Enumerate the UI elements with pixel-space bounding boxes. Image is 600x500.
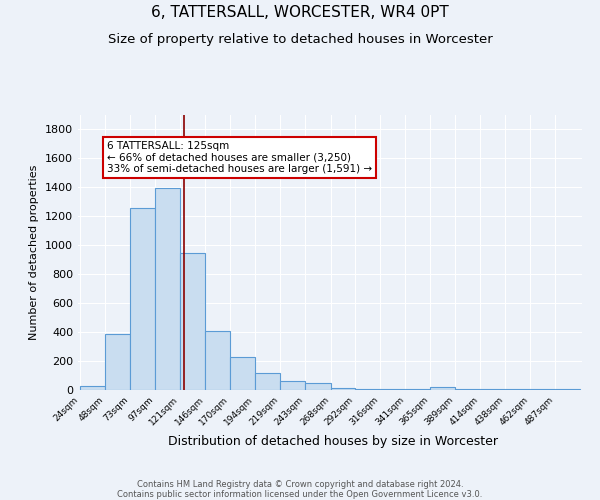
Text: Size of property relative to detached houses in Worcester: Size of property relative to detached ho… xyxy=(107,32,493,46)
Bar xyxy=(80,386,104,390)
Bar xyxy=(280,380,305,390)
Text: Contains HM Land Registry data © Crown copyright and database right 2024.
Contai: Contains HM Land Registry data © Crown c… xyxy=(118,480,482,500)
Bar xyxy=(355,388,380,390)
Text: 6, TATTERSALL, WORCESTER, WR4 0PT: 6, TATTERSALL, WORCESTER, WR4 0PT xyxy=(151,5,449,20)
Text: 6 TATTERSALL: 125sqm
← 66% of detached houses are smaller (3,250)
33% of semi-de: 6 TATTERSALL: 125sqm ← 66% of detached h… xyxy=(107,141,372,174)
Y-axis label: Number of detached properties: Number of detached properties xyxy=(29,165,40,340)
Bar xyxy=(104,334,130,390)
Bar xyxy=(254,374,280,390)
Bar xyxy=(155,188,179,390)
Bar xyxy=(230,358,254,390)
Bar xyxy=(130,208,155,390)
Bar xyxy=(331,388,355,390)
Bar xyxy=(380,388,406,390)
Bar xyxy=(179,252,205,390)
Bar xyxy=(205,330,230,390)
Bar xyxy=(406,388,430,390)
Bar xyxy=(305,383,331,390)
Bar xyxy=(430,387,455,390)
Text: Distribution of detached houses by size in Worcester: Distribution of detached houses by size … xyxy=(168,435,498,448)
